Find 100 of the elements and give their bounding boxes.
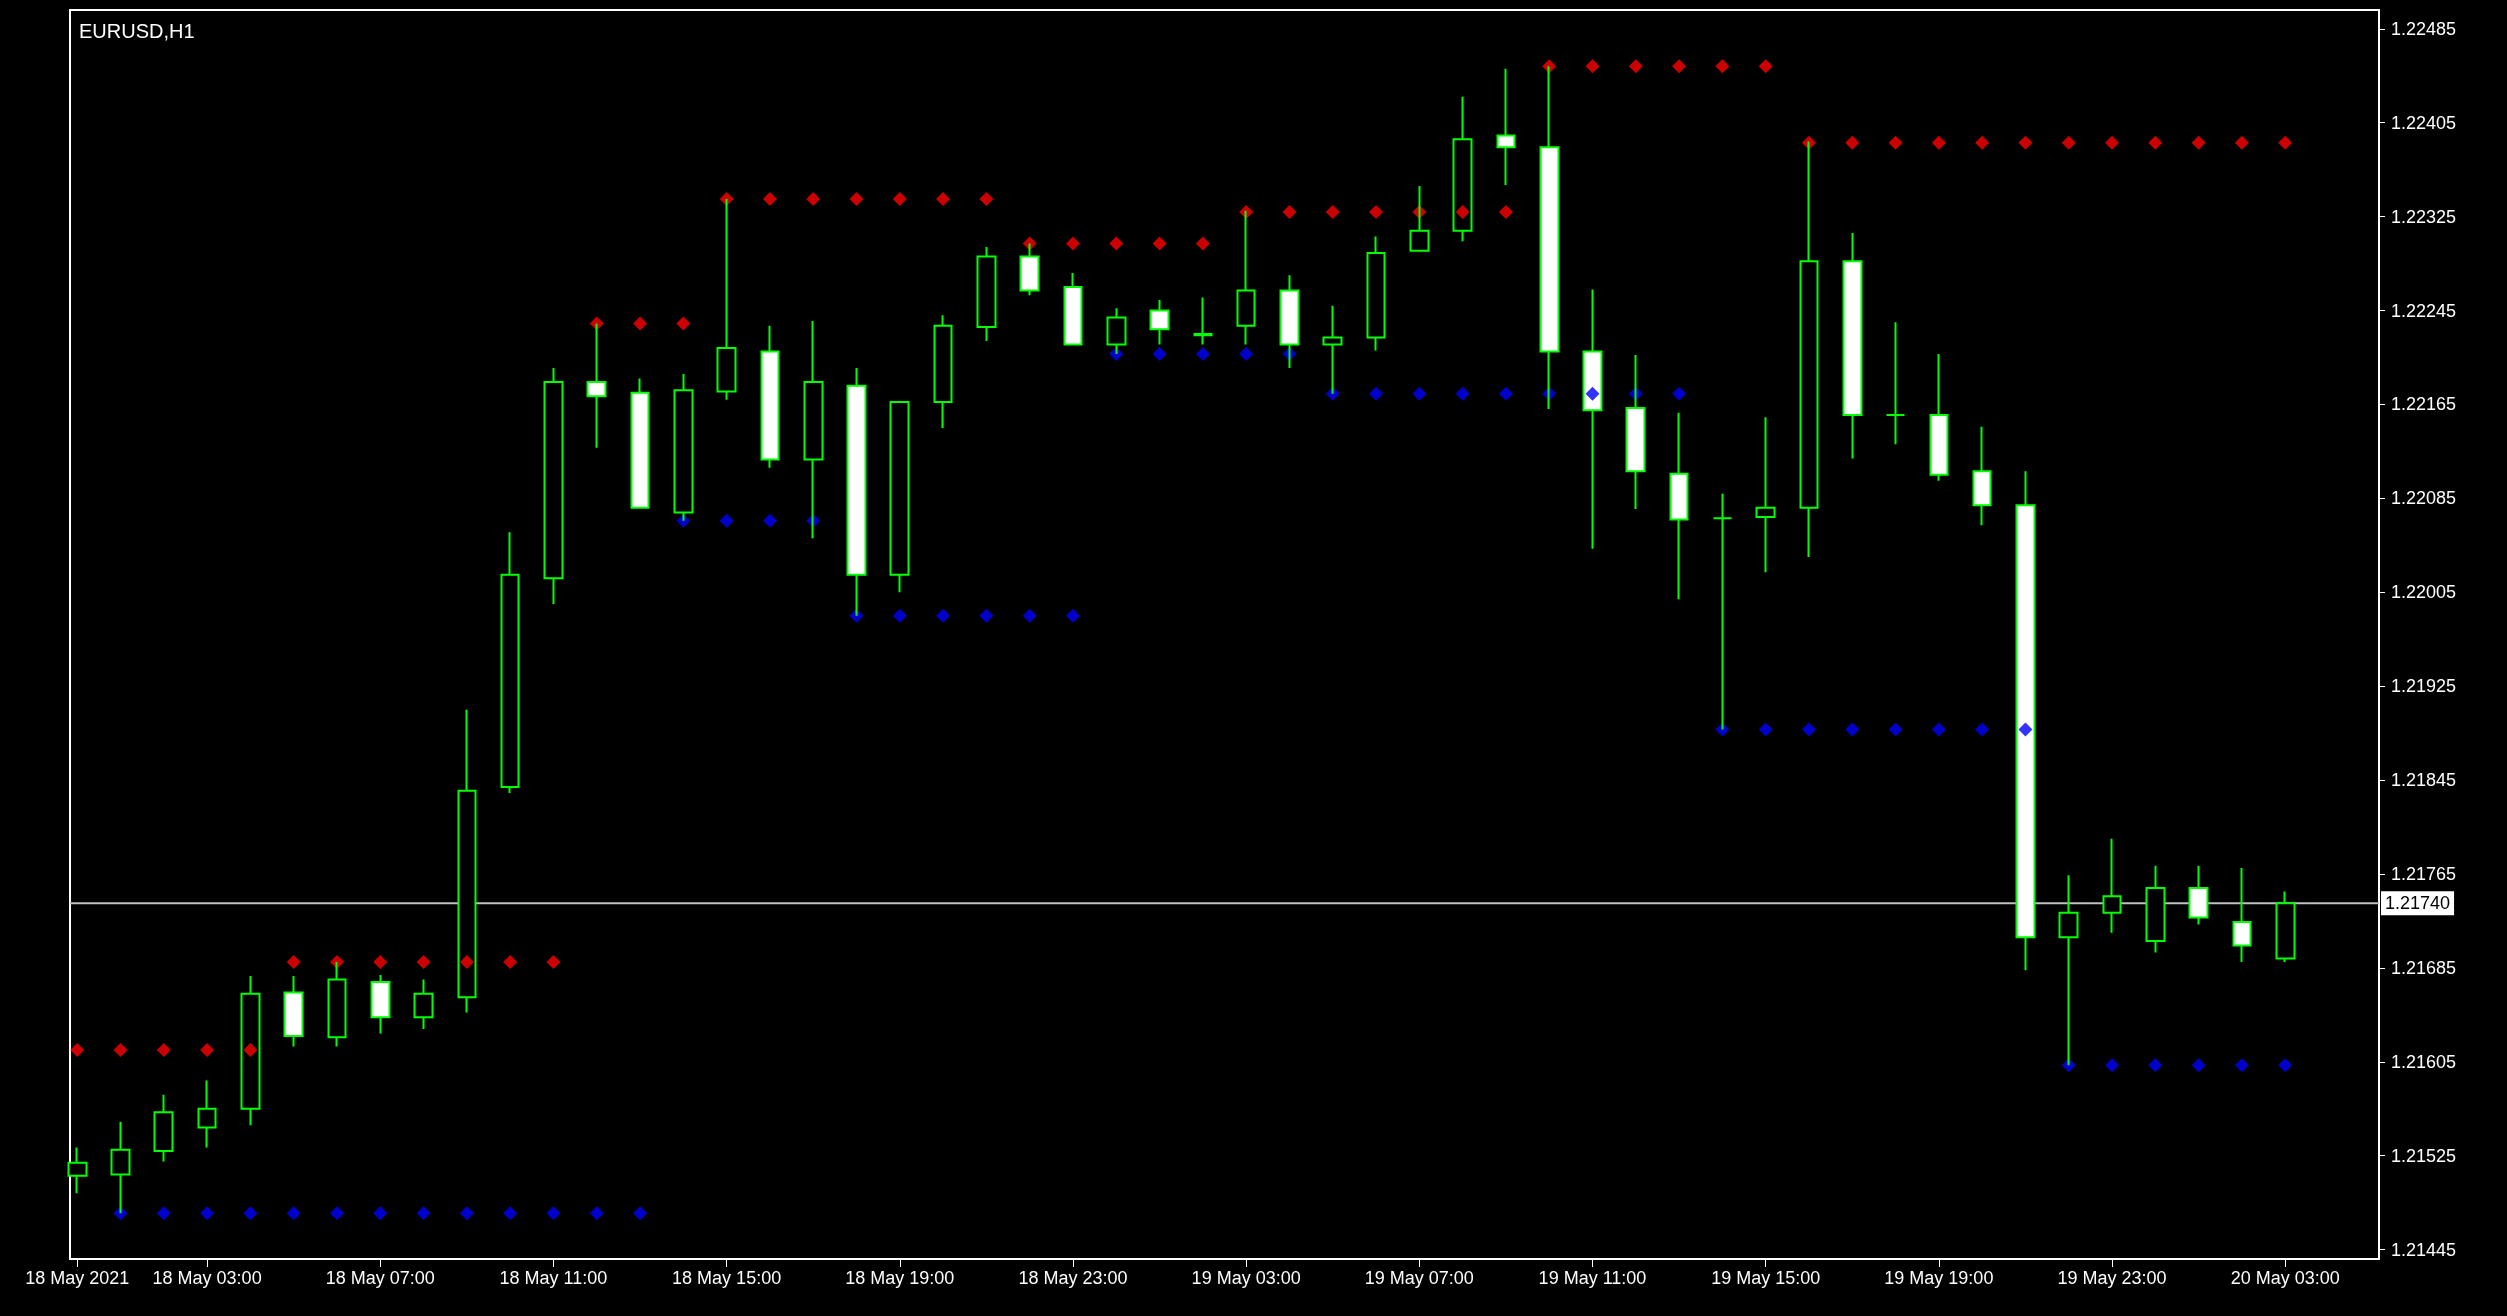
point xyxy=(1455,204,1470,219)
point xyxy=(1585,59,1600,74)
point xyxy=(416,955,431,970)
point xyxy=(1152,346,1167,361)
candlestick xyxy=(457,708,477,1014)
point xyxy=(243,1206,258,1221)
x-tick-label: 18 May 11:00 xyxy=(499,1268,608,1288)
y-tick-label: 1.21685 xyxy=(2391,957,2457,978)
point xyxy=(806,191,821,206)
point xyxy=(2234,135,2249,150)
point xyxy=(2191,135,2206,150)
x-tick-label: 19 May 23:00 xyxy=(2057,1268,2167,1288)
candlestick xyxy=(153,1093,174,1163)
y-tick-label: 1.22485 xyxy=(2391,18,2457,39)
y-tick-label: 1.21925 xyxy=(2391,676,2457,697)
point xyxy=(1975,722,1990,737)
point xyxy=(1325,204,1340,219)
point xyxy=(1672,386,1687,401)
point xyxy=(979,608,994,623)
point xyxy=(2105,1058,2120,1073)
point xyxy=(892,191,907,206)
candlestick xyxy=(2015,470,2036,972)
candlestick xyxy=(1582,288,1603,550)
x-tick-label: 19 May 19:00 xyxy=(1884,1268,1994,1288)
candlestick xyxy=(413,978,434,1030)
point xyxy=(286,955,301,970)
point xyxy=(459,955,474,970)
y-tick-label: 1.21525 xyxy=(2391,1145,2457,1166)
point xyxy=(200,1043,215,1058)
y-tick-label: 1.21845 xyxy=(2391,770,2457,791)
x-tick-label: 19 May 15:00 xyxy=(1711,1268,1821,1288)
point xyxy=(892,608,907,623)
candlestick xyxy=(2102,837,2122,934)
candlestick xyxy=(1972,425,1992,527)
point xyxy=(2234,1058,2249,1073)
y-tick-label: 1.22165 xyxy=(2391,394,2457,415)
point xyxy=(1152,236,1167,251)
point xyxy=(633,1206,648,1221)
point xyxy=(2191,1058,2206,1073)
point xyxy=(719,513,734,528)
y-tick-label: 1.22325 xyxy=(2391,206,2457,227)
point xyxy=(762,513,777,528)
candlestick xyxy=(1063,271,1083,346)
point xyxy=(1282,204,1297,219)
ref-line-label: 1.21740 xyxy=(2385,893,2451,914)
point xyxy=(156,1043,171,1058)
point xyxy=(1975,135,1990,150)
x-tick-label: 18 May 23:00 xyxy=(1018,1268,1128,1288)
point xyxy=(979,191,994,206)
point xyxy=(2148,1058,2163,1073)
point xyxy=(546,1206,561,1221)
candlestick xyxy=(2232,867,2252,964)
x-tick-label: 19 May 07:00 xyxy=(1364,1268,1474,1288)
point xyxy=(1195,346,1210,361)
point xyxy=(416,1206,431,1221)
x-tick-label: 19 May 03:00 xyxy=(1191,1268,1301,1288)
candlestick xyxy=(543,367,564,605)
point xyxy=(589,1206,604,1221)
x-tick-label: 18 May 2021 xyxy=(25,1268,130,1288)
point xyxy=(1758,722,1773,737)
point xyxy=(849,191,864,206)
point xyxy=(1628,59,1643,74)
x-tick-label: 18 May 03:00 xyxy=(152,1268,262,1288)
point xyxy=(2018,722,2033,737)
point xyxy=(459,1206,474,1221)
candlestick xyxy=(1669,411,1689,601)
y-tick-label: 1.21605 xyxy=(2391,1051,2457,1072)
point xyxy=(2105,135,2120,150)
point xyxy=(2018,135,2033,150)
point xyxy=(156,1206,171,1221)
candlestick xyxy=(1366,235,1386,352)
point xyxy=(1369,204,1384,219)
point xyxy=(1758,59,1773,74)
point xyxy=(676,316,691,331)
point xyxy=(1109,236,1124,251)
point xyxy=(1715,59,1730,74)
candlestick xyxy=(933,314,953,429)
candlestick xyxy=(1755,416,1776,574)
candlestick xyxy=(2188,864,2209,926)
point xyxy=(1498,204,1513,219)
y-tick-label: 1.22085 xyxy=(2391,488,2457,509)
point xyxy=(1845,722,1860,737)
y-tick-label: 1.22245 xyxy=(2391,300,2457,321)
candlestick xyxy=(889,401,910,594)
candlestick xyxy=(370,973,391,1035)
point xyxy=(1455,386,1470,401)
candlestick xyxy=(1842,232,1863,460)
point xyxy=(1498,386,1513,401)
y-tick-label: 1.22405 xyxy=(2391,112,2457,133)
point xyxy=(936,191,951,206)
point xyxy=(1195,236,1210,251)
point xyxy=(373,955,388,970)
candlestick xyxy=(197,1079,217,1149)
point xyxy=(1239,346,1254,361)
candlestick xyxy=(2145,864,2166,954)
point xyxy=(1888,722,1903,737)
point xyxy=(286,1206,301,1221)
point xyxy=(1369,386,1384,401)
point xyxy=(1672,59,1687,74)
candlestick xyxy=(1193,296,1213,346)
